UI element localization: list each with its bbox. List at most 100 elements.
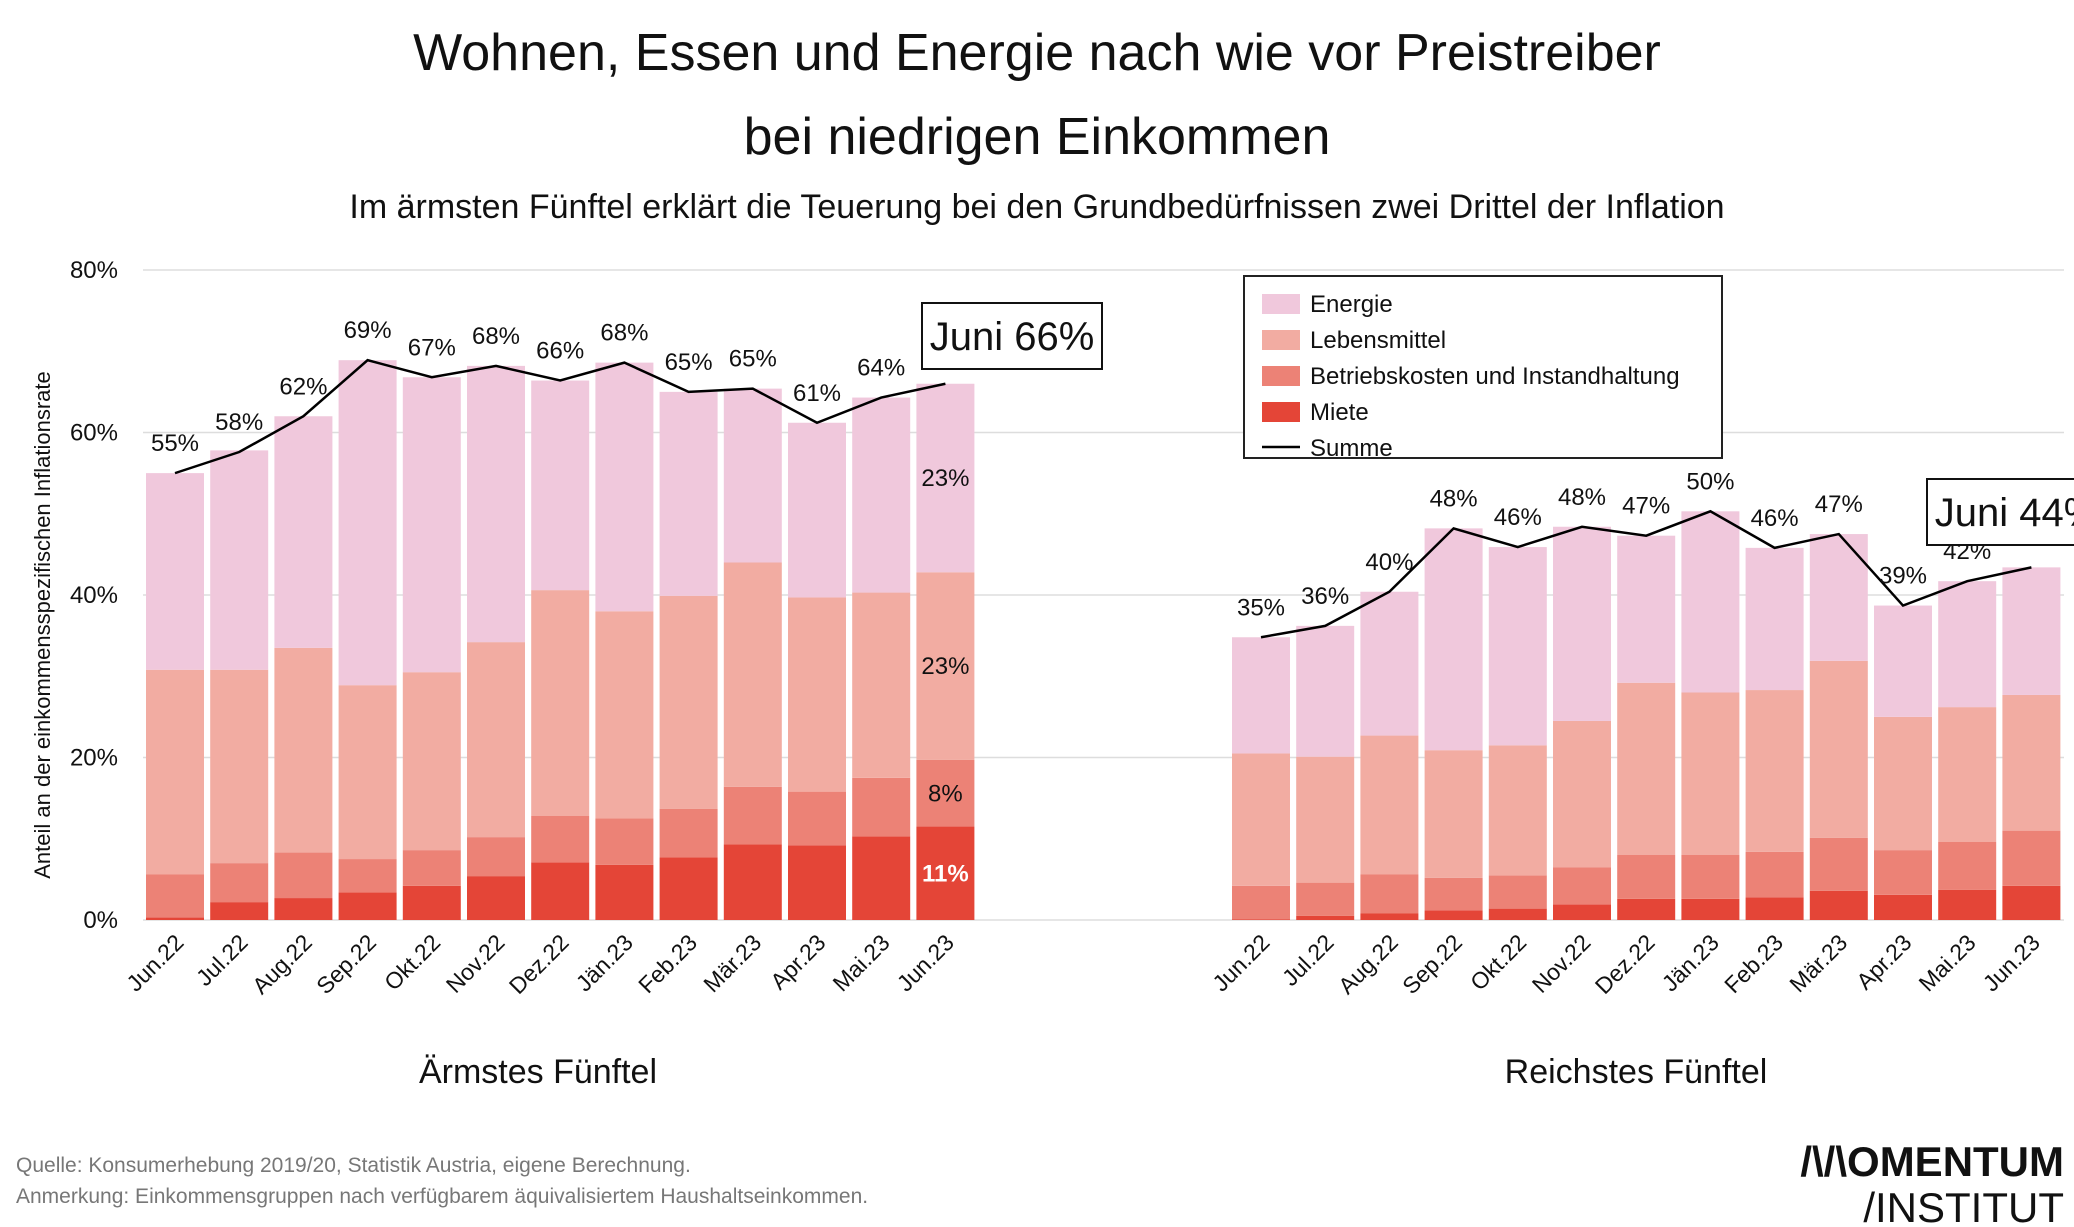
x-tick-label: Jun.22 [121,929,188,996]
bar-segment-energie [1488,547,1547,746]
bar-segment-energie [1938,581,1997,708]
bar-segment-betriebskosten [1681,855,1740,899]
bar-segment-lebensmittel [1553,720,1611,868]
momentum-logo: /\/\OMENTUM /INSTITUT [1800,1138,2064,1227]
segment-data-label: 8% [928,780,963,807]
bar-segment-lebensmittel [146,669,204,875]
x-tick-label: Feb.23 [633,929,702,998]
bar-segment-energie [467,365,525,643]
bar-segment-miete [1874,894,1932,920]
bar-segment-lebensmittel [916,572,975,760]
bar-segment-lebensmittel [1809,660,1868,838]
x-tick-label: Mär.23 [698,929,766,997]
bar-segment-energie [788,422,846,598]
logo-line2: /INSTITUT [1863,1184,2064,1227]
bar-segment-betriebskosten [1360,874,1419,914]
summe-data-label: 58% [215,409,263,436]
bar-segment-betriebskosten [723,786,782,845]
summe-data-label: 35% [1237,594,1285,621]
bar-segment-lebensmittel [2002,694,2061,831]
legend-label-energie: Energie [1310,291,1393,318]
bar-segment-miete [2002,885,2061,920]
y-tick-label: 40% [70,582,118,609]
callout-box [1926,478,2074,546]
bar-segment-energie [916,383,975,573]
bar-segment-lebensmittel [659,595,718,809]
bar-segment-miete [531,862,590,920]
bar-segment-lebensmittel [1938,707,1997,842]
bar-segment-betriebskosten [1424,877,1483,911]
bar-segment-betriebskosten [1617,855,1676,899]
bar-segment-energie [659,391,718,596]
bar-segment-energie [210,450,269,670]
bar-segment-betriebskosten [659,808,718,858]
summe-data-label: 36% [1301,583,1349,610]
x-tick-label: Jul.22 [191,929,253,991]
bar-segment-energie [2002,567,2061,695]
summe-data-label: 68% [472,323,520,350]
bar-segment-miete [338,892,397,920]
bar-segment-lebensmittel [852,592,911,778]
summe-data-label: 65% [729,346,777,373]
bar-segment-energie [531,380,590,591]
bar-segment-betriebskosten [402,850,461,886]
callout-box [921,302,1103,370]
bar-segment-miete [1424,910,1483,920]
bar-segment-energie [1681,511,1740,693]
bar-segment-lebensmittel [274,647,333,853]
bar-segment-miete [852,836,911,920]
bar-segment-betriebskosten [531,816,590,863]
bar-segment-betriebskosten [852,777,911,837]
bar-segment-miete [1809,890,1868,920]
summe-data-label: 47% [1622,493,1670,520]
summe-data-label: 67% [408,334,456,361]
bar-segment-betriebskosten [2002,830,2061,886]
bar-segment-miete [1938,889,1997,920]
bar-segment-energie [1232,637,1290,754]
summe-data-label: 39% [1879,563,1927,590]
bar-segment-miete [1360,913,1419,920]
bar-segment-lebensmittel [1232,753,1290,886]
bar-segment-betriebskosten [1809,837,1868,891]
summe-data-label: 55% [151,430,199,457]
bar-segment-miete [1296,915,1355,920]
bar-segment-lebensmittel [1745,690,1804,852]
bar-segment-miete [788,845,846,920]
bar-segment-energie [1553,526,1611,721]
summe-data-label: 40% [1365,549,1413,576]
x-tick-label: Jun.23 [892,929,959,996]
bar-segment-betriebskosten [146,874,204,918]
chart-title-line1: Wohnen, Essen und Energie nach wie vor P… [413,24,1661,82]
bar-segment-betriebskosten [1553,867,1611,905]
x-tick-label: Nov.22 [441,929,510,998]
bar-segment-betriebskosten [595,818,654,865]
summe-line [174,358,946,475]
x-tick-label: Mär.23 [1784,929,1852,997]
bar-segment-lebensmittel [1874,716,1932,851]
bar-segment-lebensmittel [1360,735,1419,875]
summe-data-label: 48% [1558,484,1606,511]
bar-segment-lebensmittel [338,685,397,860]
bar-segment-betriebskosten [467,837,525,877]
y-tick-label: 0% [83,907,118,934]
x-tick-label: Mai.23 [828,929,895,996]
bar-segment-energie [1745,547,1804,691]
x-tick-label: Jul.22 [1277,929,1339,991]
x-tick-label: Feb.23 [1719,929,1788,998]
bar-segment-miete [1681,898,1740,920]
bar-segment-energie [1424,528,1483,751]
bar-segment-lebensmittel [723,562,782,787]
callout-label: Juni 66% [930,315,1095,359]
summe-line [1260,509,2032,639]
x-tick-label: Dez.22 [504,929,574,999]
x-tick-label: Apr.23 [1851,929,1916,994]
bar-segment-betriebskosten [274,852,333,899]
summe-data-label: 62% [279,373,327,400]
plot-layer: 0%20%40%60%80%Jun.22 Jul.22Aug.22Sep.22Ok… [70,257,2074,999]
summe-data-label: 50% [1686,468,1734,495]
segment-data-label: 23% [921,465,969,492]
bar-segment-miete [1745,897,1804,920]
callout-label: Juni 44% [1935,491,2074,535]
bar-segment-energie [1874,605,1932,717]
